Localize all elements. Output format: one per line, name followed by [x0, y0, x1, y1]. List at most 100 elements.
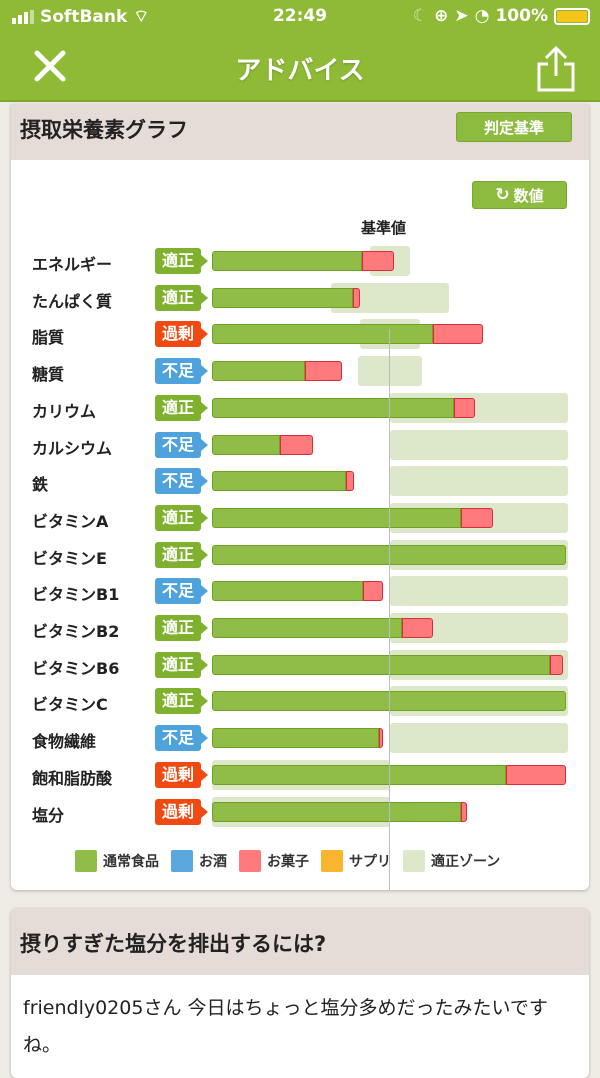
nutrient-label: ビタミンB1: [32, 585, 120, 605]
bar-segment-normal-food: [212, 324, 433, 345]
status-badge: 適正: [155, 248, 201, 274]
baseline-label: 基準値: [361, 219, 407, 237]
nutrient-label: ビタミンB6: [32, 658, 120, 678]
chart-row: 脂質 過剰: [11, 316, 589, 352]
status-badge: 適正: [155, 541, 201, 568]
status-badge: 適正: [155, 394, 201, 421]
status-badge: 過剰: [155, 761, 201, 788]
badge-arrow: [201, 438, 208, 451]
status-badge: 適正: [155, 615, 201, 641]
status-badge: 適正: [155, 284, 201, 311]
graph-card-header: 摂取栄養素グラフ 判定基準: [11, 104, 589, 160]
badge-arrow: [201, 732, 208, 745]
bar-segment-snack: [363, 581, 383, 602]
badge-arrow: [201, 511, 208, 524]
page-title: アドバイス: [235, 56, 365, 86]
bar-segment-snack: [361, 251, 394, 271]
advice-card-title: 摂りすぎた塩分を排出するには?: [20, 932, 327, 956]
bar-segment-normal-food: [212, 471, 346, 492]
nutrient-label: 糖質: [32, 365, 65, 385]
app-header: SoftBank ⌔ 22:49 ☾ ⊕ ➤ ◔ 100% アドバイス: [0, 0, 600, 102]
badge-arrow: [201, 695, 208, 708]
nutrient-label: 脂質: [32, 328, 65, 348]
nutrient-label: ビタミンE: [32, 548, 107, 568]
status-badge: 過剰: [155, 798, 201, 825]
close-icon[interactable]: [32, 48, 68, 84]
battery-percent: 100%: [495, 6, 548, 26]
status-badge: 不足: [155, 725, 201, 752]
bar-segment-normal-food: [212, 507, 462, 528]
chart-row: 飽和脂肪酸 過剰: [11, 757, 589, 793]
nutrient-label: エネルギー: [32, 255, 113, 274]
bar-segment-normal-food: [212, 764, 506, 785]
legend-swatch: [403, 850, 425, 872]
legend-swatch: [171, 850, 193, 872]
bar-segment-snack: [402, 618, 433, 638]
status-badge: 適正: [155, 651, 201, 678]
badge-arrow: [201, 401, 208, 414]
battery-icon: [554, 7, 590, 25]
wifi-icon: ⌔: [133, 7, 150, 27]
legend-swatch: [321, 850, 343, 872]
criteria-button[interactable]: 判定基準: [456, 112, 572, 142]
badge-arrow: [201, 548, 208, 561]
optimal-zone: [390, 429, 568, 460]
status-badge: 適正: [155, 504, 201, 531]
status-badge: 適正: [155, 688, 201, 715]
bar-segment-snack: [461, 507, 494, 528]
optimal-zone: [390, 576, 568, 607]
chart-row: 食物繊維 不足: [11, 720, 589, 756]
bar-segment-normal-food: [212, 251, 362, 271]
legend-label: サプリ: [349, 854, 391, 870]
share-icon[interactable]: [534, 46, 578, 92]
legend-label: お菓子: [267, 854, 309, 870]
optimal-zone: [390, 466, 568, 497]
chart-row: エネルギー 適正: [11, 243, 589, 279]
bar-segment-normal-food: [212, 361, 305, 382]
chart-legend: 通常食品 お酒 お菓子 サプリ 適正ゾーン: [75, 850, 512, 872]
bar-segment-snack: [345, 471, 355, 492]
bar-segment-normal-food: [212, 581, 364, 602]
values-toggle-label: 数値: [513, 186, 544, 205]
clock: 22:49: [272, 6, 328, 26]
legend-item: サプリ: [321, 850, 391, 872]
values-toggle-button[interactable]: ↻ 数値: [472, 181, 567, 209]
nutrient-graph-card: 摂取栄養素グラフ 判定基準 ↻ 数値 基準値 エネルギー 適正 たんぱく質 適正 脂質過…: [11, 104, 589, 890]
bar-segment-normal-food: [212, 618, 403, 638]
legend-item: 通常食品: [75, 850, 159, 872]
bar-segment-normal-food: [212, 287, 353, 308]
nutrient-label: カルシウム: [32, 438, 113, 458]
nutrient-label: 鉄: [32, 475, 49, 495]
legend-swatch: [239, 850, 261, 872]
chart-row: ビタミンA 適正: [11, 500, 589, 536]
chart-row: ビタミンB6 適正: [11, 647, 589, 683]
nutrient-label: 飽和脂肪酸: [32, 768, 113, 788]
bar-segment-normal-food: [212, 434, 280, 455]
carrier: SoftBank: [40, 6, 128, 27]
badge-arrow: [201, 365, 208, 378]
advice-card: 摂りすぎた塩分を排出するには? friendly0205さん 今日はちょっと塩分…: [11, 908, 589, 1078]
signal-icon: [12, 9, 34, 24]
alarm-icon: ◔: [474, 6, 490, 26]
refresh-icon: ↻: [495, 185, 510, 205]
status-badge: 不足: [155, 358, 201, 385]
chart-row: カルシウム 不足: [11, 427, 589, 463]
legend-item: お菓子: [239, 850, 309, 872]
chart-row: ビタミンE 適正: [11, 537, 589, 573]
status-badge: 不足: [155, 468, 201, 495]
nutrient-label: たんぱく質: [32, 291, 113, 311]
badge-arrow: [201, 768, 208, 781]
nutrient-label: 塩分: [32, 805, 65, 825]
chart-row: ビタミンC 適正: [11, 683, 589, 719]
advice-card-header: 摂りすぎた塩分を排出するには?: [11, 908, 589, 975]
bar-segment-normal-food: [212, 654, 551, 675]
moon-icon: ☾: [412, 6, 429, 26]
chart-row: 鉄 不足: [11, 463, 589, 499]
chart-row: たんぱく質 適正: [11, 280, 589, 316]
nutrient-label: カリウム: [32, 401, 97, 421]
location-icon: ➤: [454, 6, 469, 26]
chart-row: ビタミンB2 適正: [11, 610, 589, 646]
bar-segment-snack: [550, 654, 563, 675]
bar-segment-snack: [352, 287, 360, 308]
chart-row: カリウム 適正: [11, 390, 589, 426]
